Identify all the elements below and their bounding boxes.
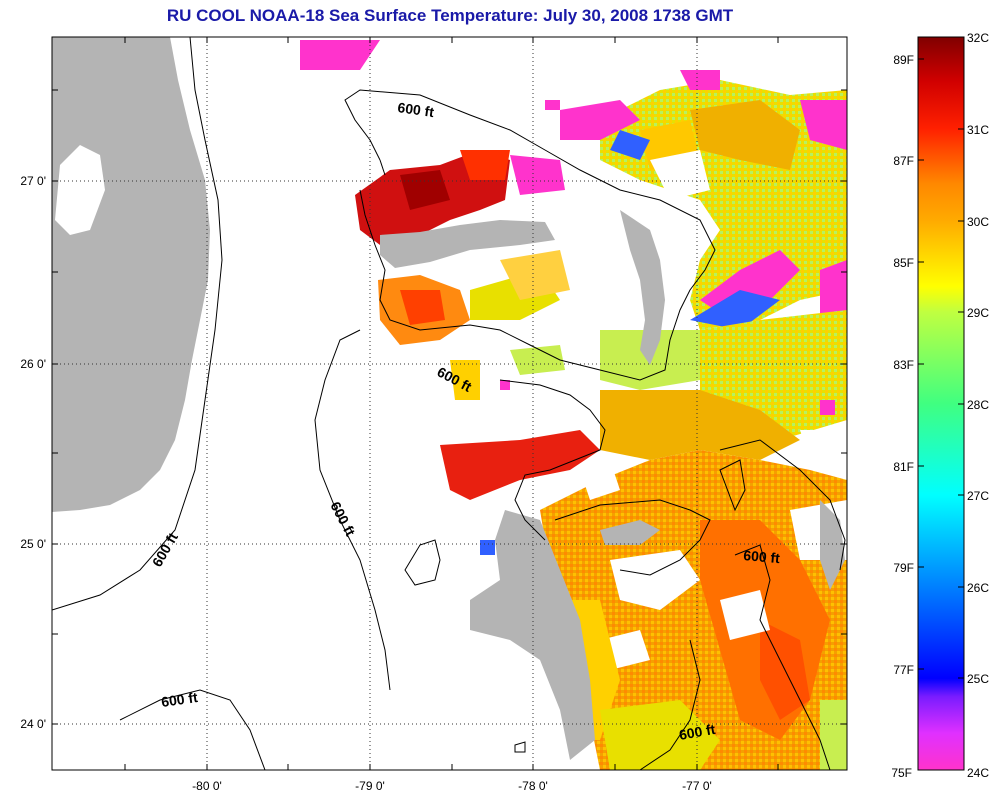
- colorbar-f-label: 85F: [893, 256, 914, 270]
- colorbar-c-label: 24C: [967, 766, 989, 780]
- axis-ticks: [52, 37, 847, 770]
- colorbar-c-label: 25C: [967, 672, 989, 686]
- contour-label-7: 600 ft: [678, 721, 717, 743]
- lat-tick-label: 26 0': [20, 357, 46, 371]
- contour-label-6: 600 ft: [160, 689, 199, 710]
- grid: [52, 37, 847, 770]
- lat-tick-label: 27 0': [20, 174, 46, 188]
- depth-contours: [52, 37, 846, 770]
- colorbar: 32C 31C 30C 29C 28C 27C 26C 25C 24C 89F …: [891, 31, 989, 780]
- lon-tick-label: -77 0': [682, 779, 712, 793]
- land: [52, 37, 845, 760]
- lat-tick-label: 24 0': [20, 717, 46, 731]
- sst-field: [300, 40, 847, 770]
- colorbar-f-label: 81F: [893, 460, 914, 474]
- colorbar-c-label: 28C: [967, 398, 989, 412]
- colorbar-f-label: 83F: [893, 358, 914, 372]
- plot-area: 600 ft 600 ft 600 ft 600 ft 600 ft 600 f…: [52, 37, 847, 770]
- lon-tick-label: -80 0': [192, 779, 222, 793]
- contour-label-5: 600 ft: [743, 547, 781, 566]
- abaco-land: [620, 210, 665, 365]
- colorbar-c-label: 31C: [967, 123, 989, 137]
- colorbar-f-label: 89F: [893, 53, 914, 67]
- colorbar-gradient: [917, 36, 965, 771]
- contour-label-1: 600 ft: [397, 99, 436, 120]
- colorbar-f-label: 87F: [893, 154, 914, 168]
- colorbar-c-label: 32C: [967, 31, 989, 45]
- map-title: RU COOL NOAA-18 Sea Surface Temperature:…: [166, 6, 734, 25]
- colorbar-c-label: 29C: [967, 306, 989, 320]
- colorbar-f-label: 79F: [893, 561, 914, 575]
- grand-bahama-land: [380, 220, 555, 268]
- colorbar-c-label: 26C: [967, 581, 989, 595]
- lake-okeechobee: [55, 145, 105, 235]
- colorbar-f-label: 75F: [891, 766, 912, 780]
- andros-land: [470, 510, 595, 760]
- lon-tick-label: -78 0': [518, 779, 548, 793]
- island-land: [600, 520, 660, 545]
- colorbar-c-label: 27C: [967, 489, 989, 503]
- longitude-labels: -80 0' -79 0' -78 0' -77 0': [192, 779, 712, 793]
- lon-tick-label: -79 0': [355, 779, 385, 793]
- plot-frame: [51, 36, 848, 771]
- lat-tick-label: 25 0': [20, 537, 46, 551]
- colorbar-c-label: 30C: [967, 215, 989, 229]
- latitude-labels: 27 0' 26 0' 25 0' 24 0': [20, 174, 46, 731]
- colorbar-f-label: 77F: [893, 663, 914, 677]
